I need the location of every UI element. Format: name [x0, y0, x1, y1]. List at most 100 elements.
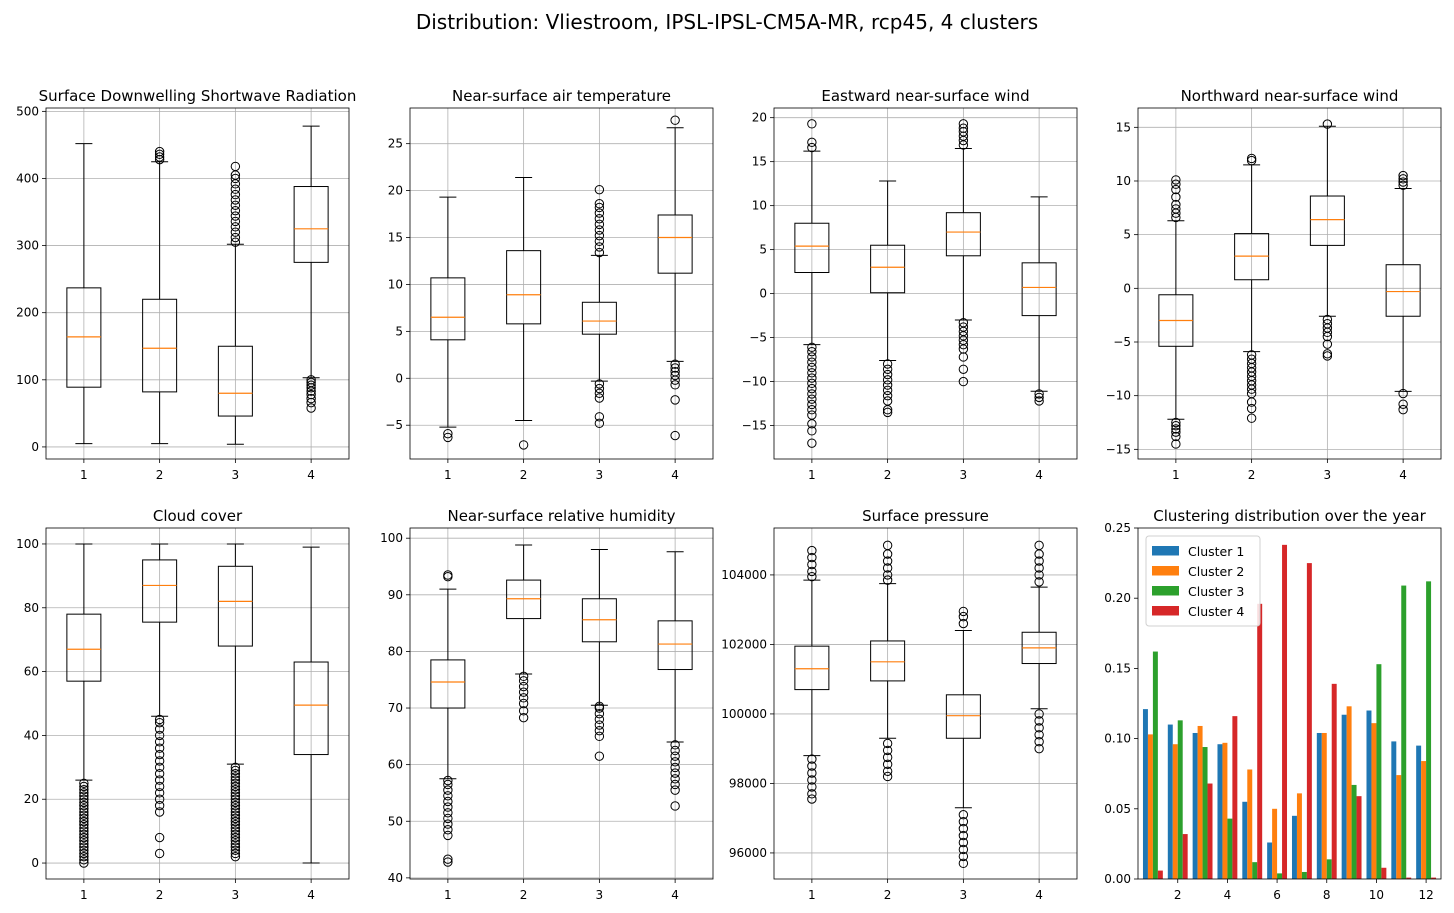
outlier-point	[594, 219, 605, 230]
outlier-point	[958, 844, 969, 855]
iqr-box	[870, 640, 906, 682]
outlier-point	[79, 826, 89, 836]
outlier-point	[154, 832, 165, 843]
outlier-point	[154, 848, 165, 859]
iqr-box	[142, 559, 178, 623]
y-tick-label: 100	[16, 537, 39, 551]
y-tick-label: 80	[24, 601, 39, 615]
outlier-point	[958, 606, 969, 617]
box-1	[430, 570, 466, 867]
outlier-point	[594, 720, 605, 730]
outlier-point	[670, 768, 680, 778]
iqr-box	[430, 659, 466, 709]
gridlines	[774, 528, 1077, 879]
outlier-point	[79, 794, 89, 804]
outlier-point	[154, 730, 165, 741]
outlier-point	[230, 851, 241, 862]
outlier-point	[79, 791, 89, 801]
outlier-point	[1171, 421, 1181, 431]
panel-4: Northward near-surface wind 1 2 3 4 −15 −10 −5 0…	[1106, 87, 1442, 482]
y-tick-label: 100000	[721, 707, 767, 721]
outlier-point	[1171, 427, 1181, 437]
outlier-point	[1034, 737, 1044, 747]
axes-frame	[45, 107, 350, 460]
legend-label: Cluster 2	[1188, 564, 1244, 579]
outlier-point	[443, 857, 453, 867]
outlier-point	[670, 801, 680, 811]
outlier-point	[1246, 397, 1257, 407]
outlier-point	[230, 189, 241, 200]
outlier-point	[594, 751, 605, 761]
outlier-point	[79, 816, 89, 827]
x-tick-label: 4	[307, 888, 315, 902]
figure-title: Distribution: Vliestroom, IPSL-IPSL-CM5A…	[416, 10, 1038, 34]
outlier-point	[79, 797, 89, 808]
bar	[1147, 734, 1153, 879]
bar	[1296, 793, 1302, 879]
legend-swatch	[1152, 586, 1179, 596]
y-tick-label: −15	[742, 419, 767, 433]
y-tick-label: 0.10	[1104, 732, 1131, 746]
outlier-point	[670, 751, 680, 761]
box-1	[1158, 175, 1194, 449]
outlier-point	[443, 802, 453, 812]
x-tick-label: 2	[156, 468, 164, 482]
y-tick-label: 104000	[721, 568, 767, 582]
outlier-point	[958, 618, 969, 629]
outlier-point	[154, 152, 165, 162]
outlier-point	[443, 796, 453, 807]
outlier-point	[1398, 399, 1408, 409]
bar	[1366, 710, 1372, 879]
outlier-point	[443, 830, 453, 841]
x-tick-label: 4	[1399, 468, 1407, 482]
bar	[1351, 784, 1357, 879]
x-tick-label: 3	[596, 468, 604, 482]
outlier-point	[958, 364, 969, 374]
series-cluster-1	[1142, 709, 1422, 879]
legend-label: Cluster 3	[1188, 584, 1244, 599]
outlier-point	[443, 813, 453, 824]
outlier-point	[79, 823, 89, 833]
bar	[1376, 664, 1382, 879]
outlier-point	[958, 816, 969, 827]
outlier-point	[230, 839, 241, 849]
box-3	[581, 549, 617, 761]
bar	[1142, 709, 1148, 879]
x-tick-label: 12	[1418, 888, 1433, 902]
x-tick-label: 2	[1248, 468, 1256, 482]
iqr-box	[66, 287, 102, 388]
iqr-box	[945, 694, 981, 739]
outlier-point	[594, 225, 605, 235]
x-tick-label: 1	[444, 888, 452, 902]
outlier-point	[958, 830, 969, 841]
outlier-point	[79, 839, 89, 849]
outlier-point	[1034, 389, 1044, 399]
outlier-point	[230, 784, 241, 795]
outlier-point	[230, 791, 241, 801]
outlier-point	[79, 804, 89, 814]
x-tick-label: 3	[596, 888, 604, 902]
x-tick-label: 4	[1035, 888, 1043, 902]
outlier-point	[230, 200, 241, 211]
outlier-point	[79, 832, 89, 843]
panel-title: Near-surface relative humidity	[447, 507, 675, 525]
outlier-point	[443, 791, 453, 801]
axes-frame	[1137, 107, 1442, 460]
panel-title: Near-surface air temperature	[452, 87, 671, 105]
panel-title: Cloud cover	[153, 507, 243, 525]
bar	[1406, 877, 1412, 879]
outlier-point	[154, 749, 165, 760]
outlier-point	[230, 195, 241, 205]
outlier-point	[230, 211, 241, 221]
box-4	[1385, 170, 1421, 415]
outlier-point	[230, 205, 241, 216]
box-3	[217, 161, 253, 445]
outlier-point	[154, 743, 165, 753]
outlier-point	[443, 775, 453, 786]
outlier-point	[807, 438, 817, 448]
outlier-point	[958, 123, 969, 133]
outlier-point	[670, 370, 680, 381]
series-cluster-3	[1152, 581, 1432, 879]
